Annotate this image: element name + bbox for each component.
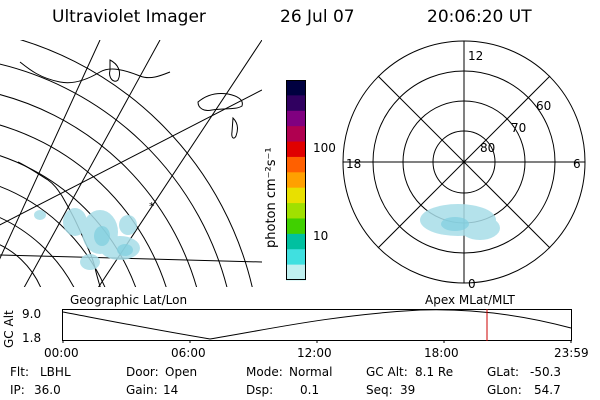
polar-label-6: 6 xyxy=(573,157,581,171)
altitude-xtick-2359: 23:59 xyxy=(554,346,589,360)
altitude-ylabel: GC Alt xyxy=(2,310,16,348)
info-door-key: Door: xyxy=(126,365,159,379)
info-glon-key: GLon: xyxy=(487,383,522,397)
info-gain-value: 14 xyxy=(163,383,179,397)
colorbar-band xyxy=(286,141,306,158)
coastline-south-america xyxy=(17,161,101,287)
colorbar-band xyxy=(286,233,306,250)
altitude-ytick-bottom: 1.8 xyxy=(22,331,42,345)
polar-lat-70: 70 xyxy=(511,121,526,135)
colorbar xyxy=(286,80,306,281)
colorbar-band xyxy=(286,187,306,204)
colorbar-band xyxy=(286,203,306,219)
info-flt-key: Flt: xyxy=(10,365,29,379)
info-door-value: Open xyxy=(165,365,198,379)
polar-lat-80: 80 xyxy=(480,141,495,155)
colorbar-tick-100: 100 xyxy=(313,141,336,155)
coastline-island-2 xyxy=(231,116,238,139)
colorbar-tick-10: 10 xyxy=(313,229,329,243)
svg-text:*: * xyxy=(149,200,155,213)
info-gain-key: Gain: xyxy=(126,383,158,397)
info-mode-key: Mode: xyxy=(246,365,283,379)
colorbar-band xyxy=(286,110,306,127)
coastline-north xyxy=(19,61,171,84)
colorbar-band xyxy=(286,218,306,235)
date-label: 26 Jul 07 xyxy=(280,7,355,27)
instrument-title: Ultraviolet Imager xyxy=(52,7,206,27)
colorbar-unit-label: photon cm⁻²s⁻¹ xyxy=(264,147,279,248)
altitude-xtick-1200: 12:00 xyxy=(297,346,332,360)
info-glat-value: -50.3 xyxy=(530,365,562,379)
info-ip-key: IP: xyxy=(10,383,25,397)
info-seq-value: 39 xyxy=(400,383,416,397)
polar-plot: 12 18 6 0 60 70 80 xyxy=(342,40,586,291)
colorbar-band xyxy=(286,95,306,112)
info-dsp-value: 0.1 xyxy=(300,383,320,397)
info-ip-value: 36.0 xyxy=(34,383,61,397)
altitude-xtick-0000: 00:00 xyxy=(44,346,79,360)
colorbar-band xyxy=(286,172,306,189)
polar-label-18: 18 xyxy=(346,157,361,171)
polar-lat-60: 60 xyxy=(536,99,551,113)
colorbar-band xyxy=(286,249,306,266)
coastline-island-3 xyxy=(109,59,121,82)
info-glon-value: 54.7 xyxy=(534,383,561,397)
altitude-plot xyxy=(62,309,572,343)
altitude-ytick-top: 9.0 xyxy=(22,307,42,321)
map-panel-label: Geographic Lat/Lon xyxy=(70,293,188,307)
info-flt-value: LBHL xyxy=(40,365,71,379)
polar-label-12: 12 xyxy=(468,49,483,63)
info-glat-key: GLat: xyxy=(487,365,520,379)
colorbar-band xyxy=(286,126,306,143)
altitude-curve xyxy=(62,309,572,340)
colorbar-band xyxy=(286,80,306,96)
coastline-island-1 xyxy=(197,93,243,111)
polar-panel-label: Apex MLat/MLT xyxy=(425,293,515,307)
colorbar-band xyxy=(286,156,306,173)
info-seq-key: Seq: xyxy=(366,383,393,397)
polar-label-0: 0 xyxy=(468,277,476,291)
info-mode-value: Normal xyxy=(289,365,333,379)
time-label: 20:06:20 UT xyxy=(427,7,532,27)
info-gcalt-key: GC Alt: xyxy=(366,365,408,379)
info-dsp-key: Dsp: xyxy=(246,383,274,397)
altitude-xtick-1800: 18:00 xyxy=(424,346,459,360)
info-gcalt-value: 8.1 Re xyxy=(415,365,454,379)
altitude-xtick-0600: 06:00 xyxy=(171,346,206,360)
colorbar-band xyxy=(286,264,306,281)
